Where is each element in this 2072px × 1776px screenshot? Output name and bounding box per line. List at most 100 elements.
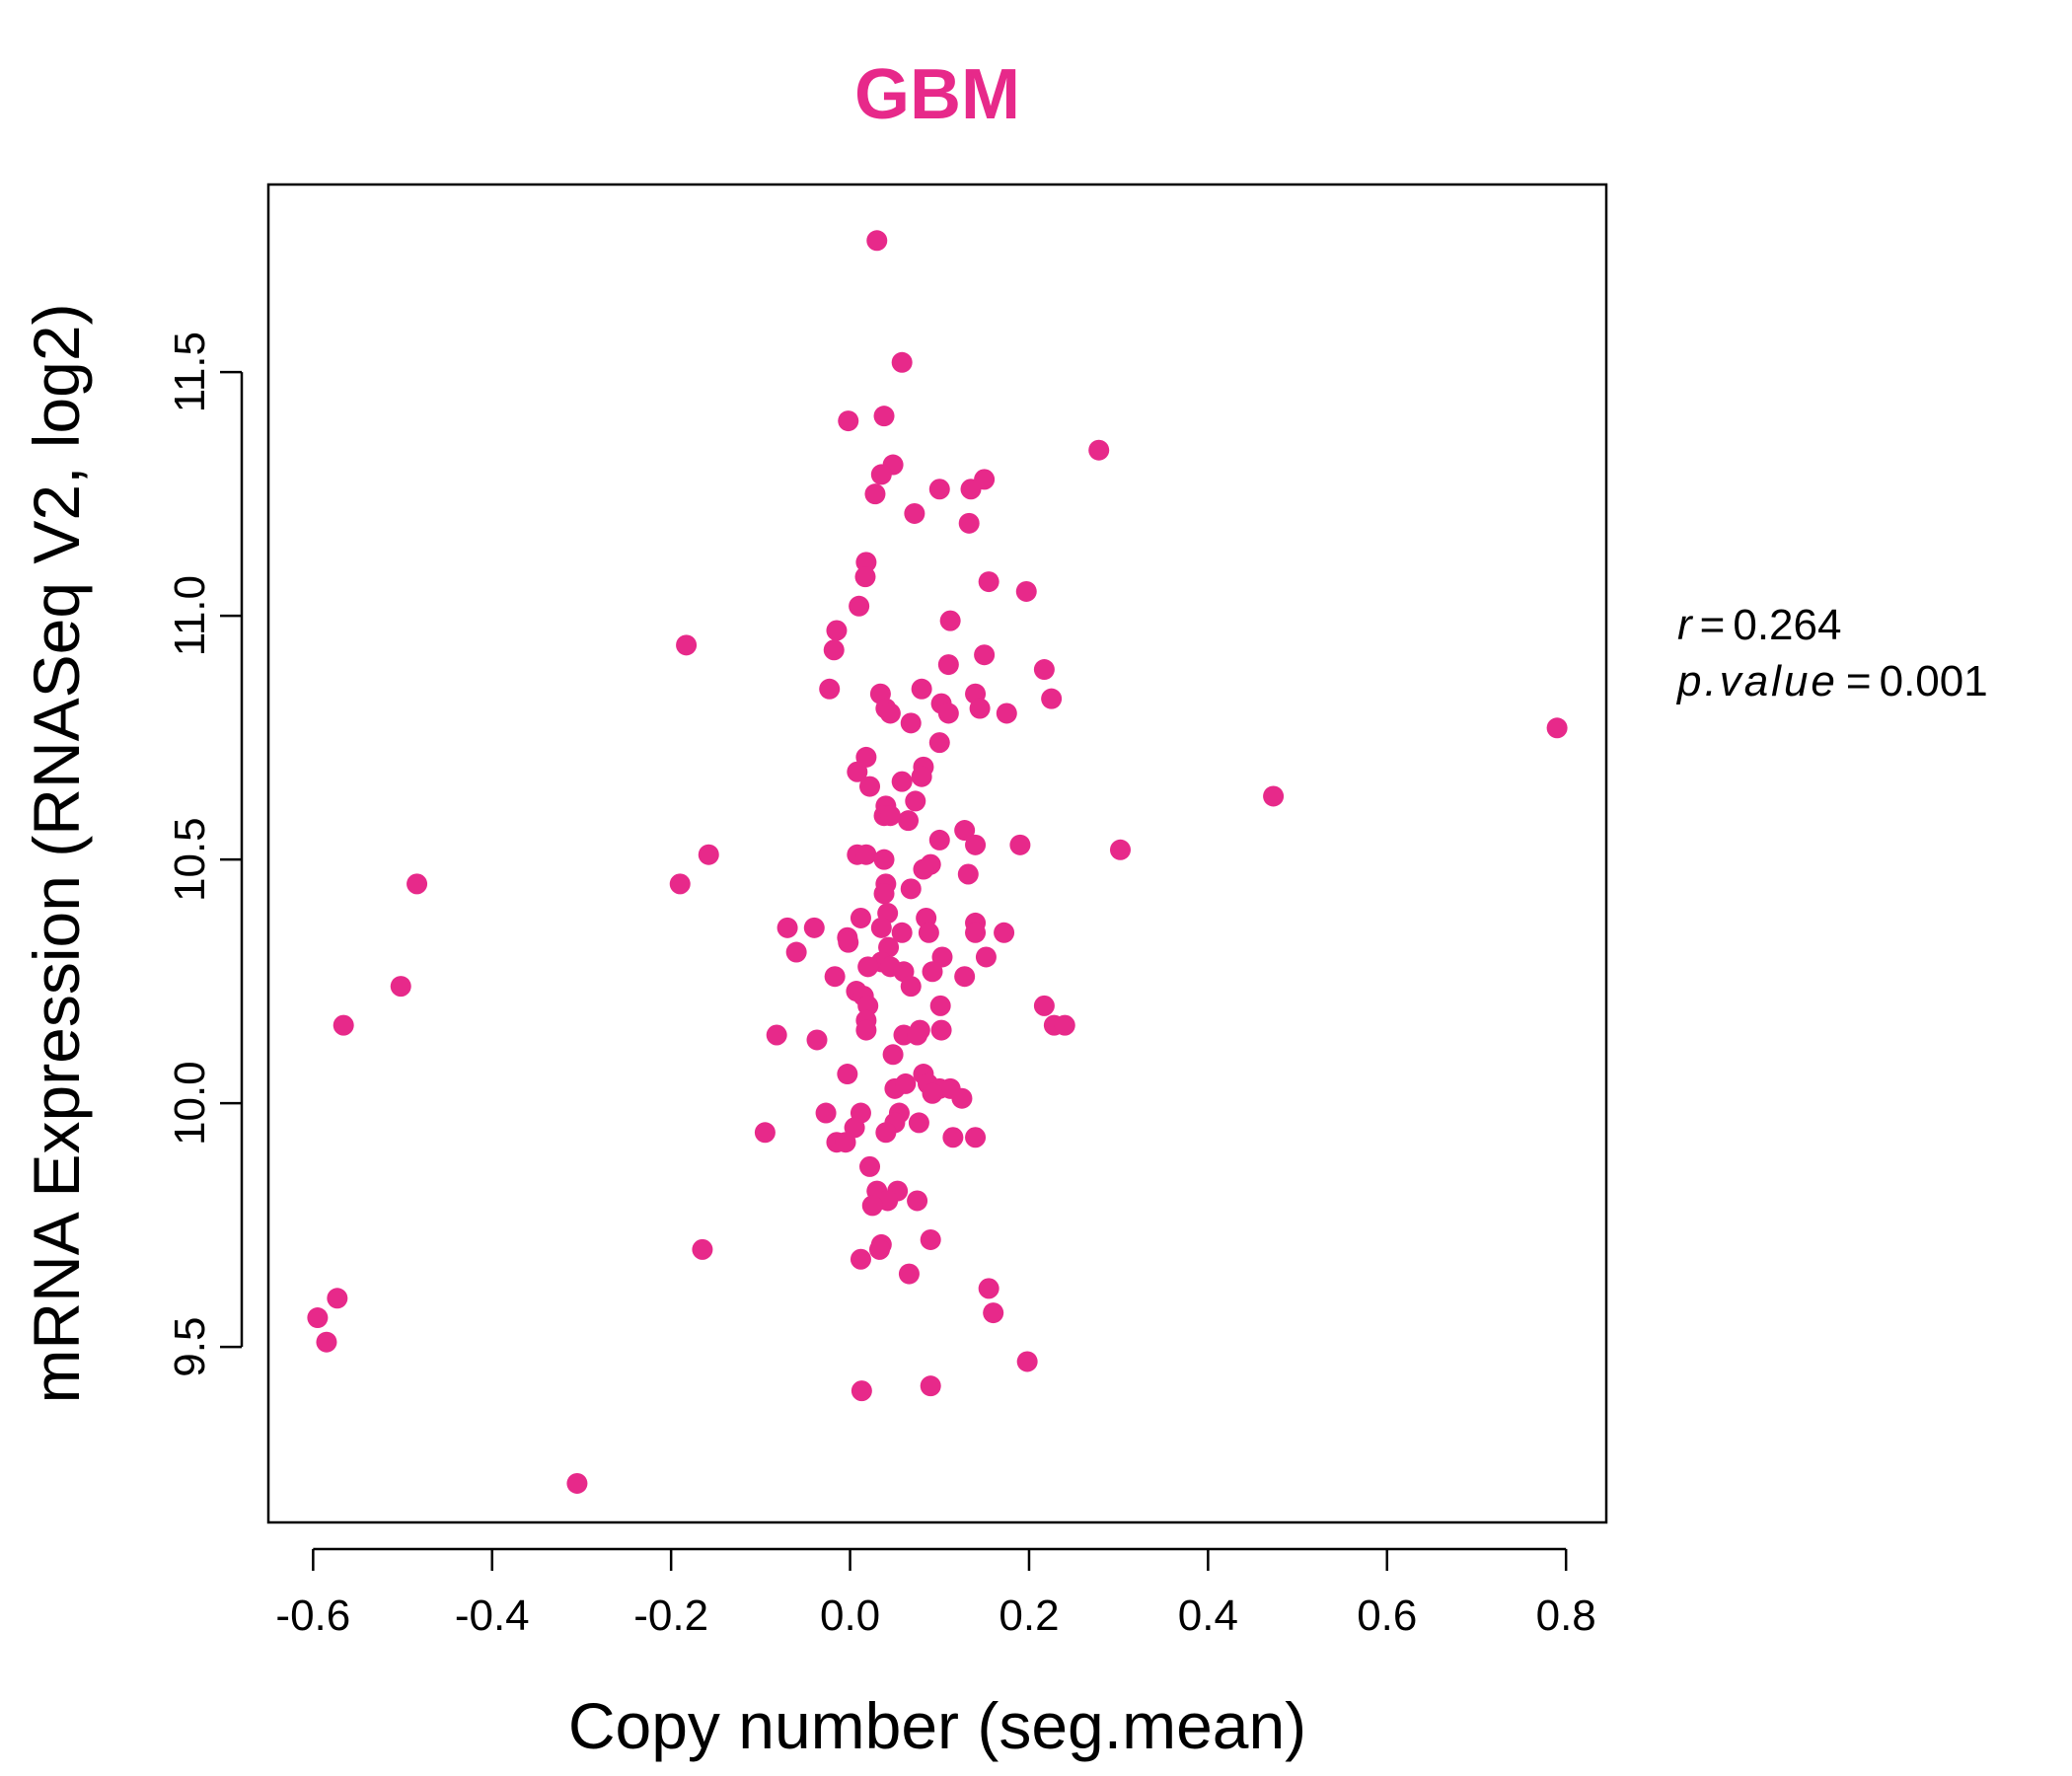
data-point: [1033, 995, 1055, 1016]
data-point: [900, 878, 922, 900]
data-point: [965, 922, 987, 943]
data-point: [873, 883, 895, 905]
data-point: [803, 917, 825, 938]
data-point: [983, 1302, 1004, 1324]
data-point: [882, 1044, 904, 1066]
data-point: [676, 634, 698, 656]
data-point: [873, 849, 895, 870]
data-point: [928, 829, 950, 851]
data-point: [937, 654, 959, 676]
data-point: [913, 858, 934, 880]
x-axis: -0.6 -0.4 -0.2 0.0 0.2 0.4 0.6 0.8: [275, 1547, 1596, 1640]
data-point: [849, 595, 870, 617]
data-point: [873, 406, 895, 427]
data-point: [835, 1132, 856, 1153]
r-value: 0.264: [1733, 601, 1841, 649]
data-point: [777, 917, 798, 938]
data-point: [861, 1195, 883, 1217]
data-point: [850, 907, 871, 928]
y-tick-label: 11.5: [166, 332, 214, 412]
data-point: [942, 1127, 964, 1148]
data-point: [698, 844, 719, 865]
data-point: [891, 351, 913, 373]
data-points: [307, 230, 1568, 1494]
data-point: [837, 1064, 858, 1085]
data-point: [905, 790, 926, 812]
data-point: [891, 922, 913, 943]
data-point: [939, 610, 961, 631]
data-point: [855, 552, 877, 573]
data-point: [900, 976, 922, 998]
data-point: [904, 502, 925, 524]
data-point: [895, 1073, 917, 1094]
p-value-label: p.value: [1675, 657, 1838, 705]
data-point: [815, 1102, 837, 1124]
x-tick-label: -0.4: [455, 1591, 530, 1640]
data-point: [847, 761, 868, 782]
data-point: [994, 922, 1015, 943]
data-point: [826, 620, 848, 641]
y-tick-label: 11.0: [166, 575, 214, 656]
data-point: [928, 732, 950, 754]
data-point: [1015, 580, 1037, 602]
data-point: [920, 1228, 941, 1250]
data-point: [930, 1019, 952, 1041]
data-point: [898, 1263, 920, 1285]
data-point: [929, 995, 951, 1016]
data-point: [669, 873, 691, 895]
data-point: [900, 712, 922, 734]
y-tick-label: 10.5: [166, 817, 214, 902]
y-tick-label: 10.0: [166, 1061, 214, 1146]
x-tick-label: -0.6: [275, 1591, 350, 1640]
y-tick-label: 9.5: [166, 1317, 214, 1377]
data-point: [996, 703, 1017, 724]
data-point: [851, 1380, 872, 1402]
data-point: [907, 1190, 928, 1212]
data-point: [855, 844, 877, 865]
data-point: [692, 1238, 713, 1260]
r-label: r: [1677, 601, 1694, 649]
data-point: [978, 1278, 999, 1299]
data-point: [316, 1331, 337, 1353]
data-point: [838, 410, 859, 432]
data-point: [870, 464, 892, 485]
data-point: [754, 1122, 776, 1144]
data-point: [1263, 785, 1285, 807]
data-point: [875, 1122, 897, 1144]
data-point: [928, 479, 950, 500]
data-point: [806, 1029, 828, 1051]
data-point: [819, 678, 841, 700]
data-point: [859, 1155, 881, 1177]
data-point: [1054, 1014, 1075, 1036]
data-point: [864, 483, 886, 505]
p-value-value: 0.001: [1880, 657, 1988, 705]
data-point: [918, 922, 939, 943]
data-point: [978, 571, 999, 593]
data-point: [859, 776, 881, 797]
data-point: [922, 961, 943, 983]
data-point: [1016, 1351, 1038, 1372]
data-point: [1109, 839, 1131, 860]
data-point: [857, 956, 879, 978]
correlation-annotation: r = 0.264 p.value = 0.001: [1675, 601, 1988, 705]
data-point: [879, 703, 901, 724]
data-point: [850, 1248, 871, 1270]
data-point: [954, 820, 976, 842]
data-point: [333, 1014, 354, 1036]
data-point: [907, 1024, 928, 1046]
data-point: [838, 931, 859, 953]
data-point: [911, 678, 932, 700]
data-point: [855, 1019, 877, 1041]
data-point: [866, 230, 888, 252]
r-annotation: r = 0.264: [1677, 601, 1841, 649]
data-point: [879, 805, 901, 827]
data-point: [911, 766, 932, 787]
data-point: [823, 639, 845, 661]
x-axis-title: Copy number (seg.mean): [568, 1689, 1306, 1762]
data-point: [951, 1087, 973, 1109]
data-point: [891, 771, 913, 792]
data-point: [920, 1375, 941, 1397]
data-point: [868, 1238, 890, 1260]
data-point: [1009, 834, 1031, 855]
